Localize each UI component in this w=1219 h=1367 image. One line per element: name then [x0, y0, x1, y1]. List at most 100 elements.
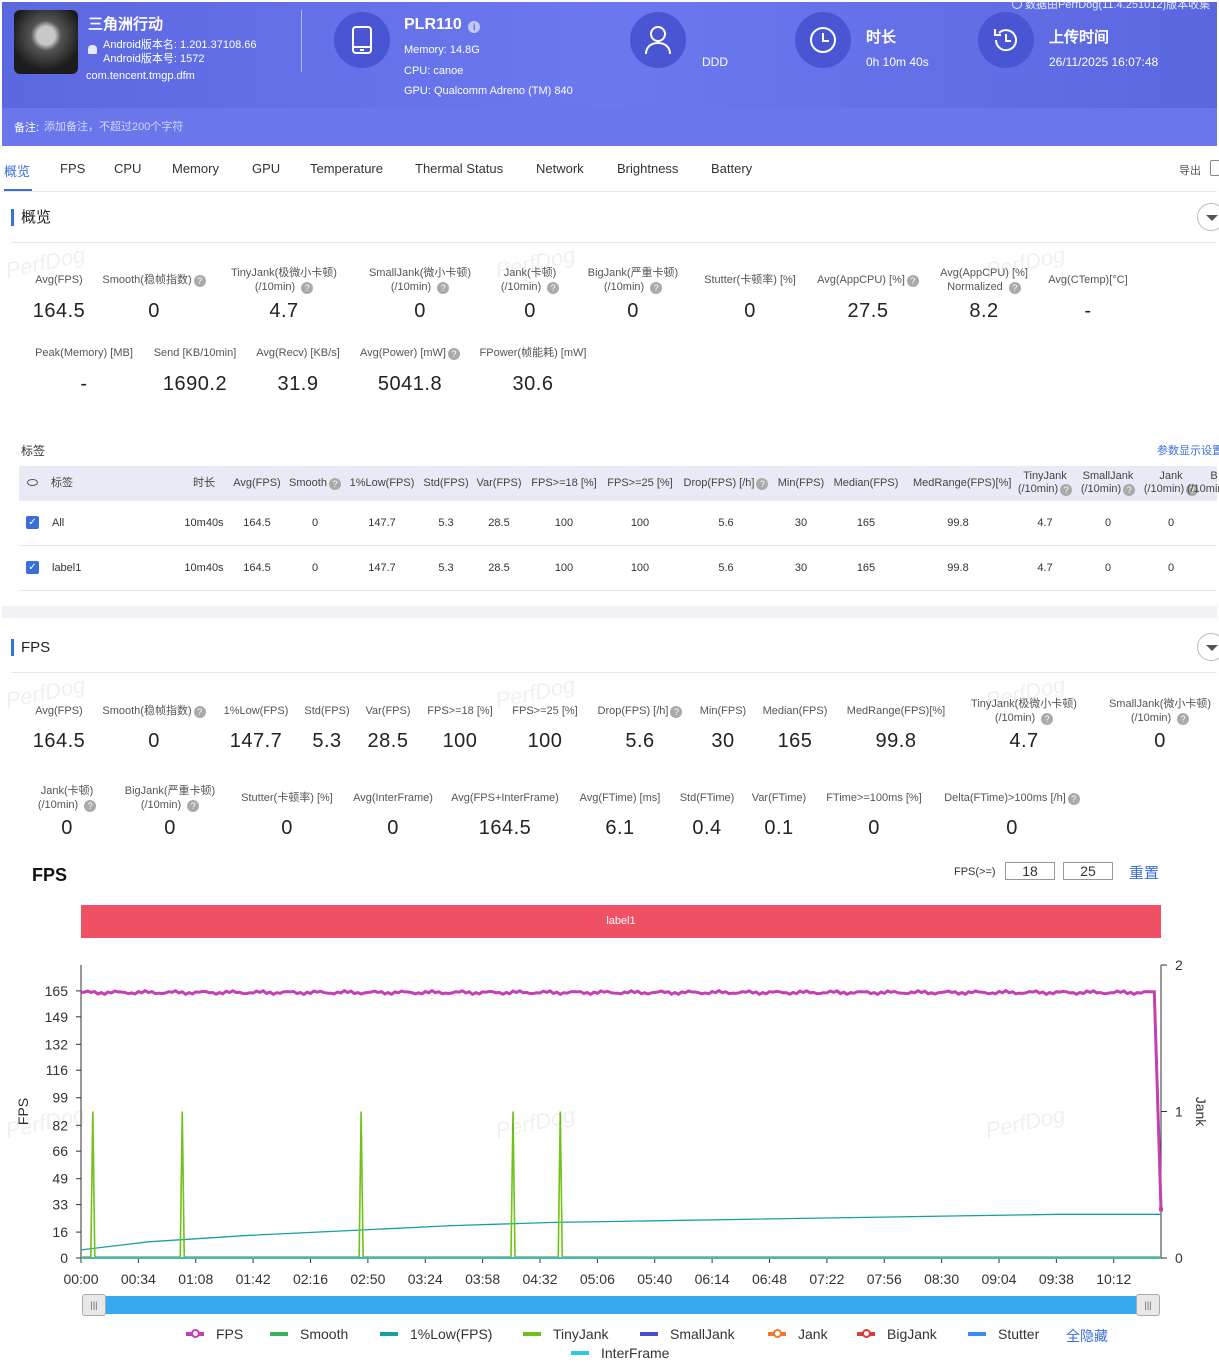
legend-item[interactable]: InterFrame	[571, 1345, 669, 1361]
tab-cpu[interactable]: CPU	[114, 161, 142, 176]
metric-label: Var(FTime)	[689, 791, 869, 805]
help-icon[interactable]: ?	[906, 275, 919, 287]
legend-item[interactable]: Jank	[768, 1326, 828, 1342]
note-input[interactable]	[44, 117, 544, 137]
table-column-header[interactable]: Median(FPS)	[821, 477, 911, 490]
help-icon[interactable]: ?	[301, 282, 314, 294]
fps-threshold-2-input[interactable]: 25	[1063, 862, 1113, 880]
help-icon[interactable]: ?	[193, 706, 206, 718]
reset-button[interactable]: 重置	[1129, 865, 1160, 882]
legend-item[interactable]: SmallJank	[640, 1326, 735, 1342]
column-header-text: Var(FPS)	[476, 477, 522, 489]
tab-brightness[interactable]: Brightness	[617, 161, 679, 176]
chart-range-slider[interactable]	[82, 1296, 1160, 1314]
range-right-handle[interactable]: |||	[1136, 1294, 1160, 1316]
label-bar[interactable]: label1	[81, 905, 1161, 938]
metric-value: 164.5	[32, 300, 86, 322]
param-settings-link[interactable]: 参数显示设置	[1157, 445, 1219, 457]
table-column-header[interactable]: 标签	[51, 477, 111, 490]
table-cell: 4.7	[1037, 517, 1053, 529]
tab-network[interactable]: Network	[536, 161, 584, 176]
help-icon[interactable]: ?	[1008, 282, 1021, 294]
metric-label-text: SmallJank(微小卡顿)	[368, 267, 472, 279]
metric-label-text: FPS>=18 [%]	[427, 705, 493, 717]
help-icon[interactable]: ?	[756, 478, 769, 490]
user-name: DDD	[702, 55, 728, 69]
table-column-header[interactable]: B(/10min)?	[1179, 470, 1219, 496]
legend-item[interactable]: Stutter	[968, 1326, 1039, 1342]
x-tick-label: 03:24	[408, 1271, 443, 1287]
metric-label: Avg(FPS+InterFrame)	[415, 791, 595, 805]
row-checkbox[interactable]: ✓	[26, 561, 39, 574]
duration-value: 0h 10m 40s	[866, 55, 929, 69]
tab-memory[interactable]: Memory	[172, 161, 219, 176]
table-column-header[interactable]: Min(FPS)	[756, 477, 846, 490]
help-icon[interactable]: ?	[1123, 484, 1136, 496]
help-icon[interactable]: ?	[193, 275, 206, 287]
table-column-header[interactable]: 时长	[159, 477, 249, 490]
table-column-header[interactable]: Smooth?	[270, 477, 360, 490]
eye-icon[interactable]	[27, 479, 38, 486]
metric-label-text: Avg(FPS)	[35, 705, 83, 717]
table-column-header[interactable]: TinyJank (/10min)?	[1010, 470, 1080, 496]
fps-chart[interactable]: 0 16 33 49 66 82 99 116 132 149 165 0 1 2 00:00 00:34 01…	[0, 950, 1219, 1325]
help-icon[interactable]: ?	[1177, 713, 1190, 725]
metric-label: Smooth(稳帧指数)?	[64, 704, 244, 718]
legend-swatch	[640, 1332, 658, 1336]
range-left-handle[interactable]: |||	[82, 1294, 106, 1316]
help-icon[interactable]: ?	[187, 800, 200, 812]
help-icon[interactable]: ?	[547, 282, 560, 294]
table-column-header[interactable]: Drop(FPS) [/h]?	[681, 477, 771, 490]
device-cpu: CPU: canoe	[404, 65, 464, 77]
help-icon[interactable]: ?	[328, 478, 341, 490]
help-icon[interactable]: ?	[1060, 484, 1073, 496]
help-icon[interactable]: ?	[84, 800, 97, 812]
column-header-text: FPS>=25 [%]	[607, 477, 673, 489]
y2-tick-label: 0	[1175, 1250, 1183, 1266]
help-icon[interactable]: ?	[1041, 713, 1054, 725]
hide-all-button[interactable]: 全隐藏	[1066, 1328, 1108, 1344]
legend-item[interactable]: TinyJank	[523, 1326, 609, 1342]
table-column-header[interactable]: 1%Low(FPS)	[337, 477, 427, 490]
table-column-header[interactable]: SmallJank (/10min)?	[1073, 470, 1143, 496]
metric-value: 0	[627, 300, 639, 322]
legend-item[interactable]: FPS	[186, 1326, 243, 1342]
metric-value: 147.7	[229, 730, 283, 752]
tab-gpu[interactable]: GPU	[252, 161, 281, 176]
help-icon[interactable]: ?	[670, 706, 683, 718]
legend-swatch	[270, 1332, 288, 1336]
legend-item[interactable]: Smooth	[270, 1326, 348, 1342]
table-column-header[interactable]: Avg(FPS)	[212, 477, 302, 490]
legend-item[interactable]: BigJank	[857, 1326, 937, 1342]
table-column-header[interactable]: Var(FPS)	[454, 477, 544, 490]
tab-battery[interactable]: Battery	[711, 161, 753, 176]
history-icon	[978, 12, 1034, 68]
legend-item[interactable]: 1%Low(FPS)	[380, 1326, 492, 1342]
fps-collapse-button[interactable]	[1197, 633, 1219, 661]
help-icon[interactable]: ?	[650, 282, 663, 294]
device-info-icon[interactable]: i	[468, 21, 481, 33]
table-column-header[interactable]: Std(FPS)	[401, 477, 491, 490]
row-checkbox[interactable]: ✓	[26, 516, 39, 529]
table-column-header[interactable]: MedRange(FPS)[%]	[913, 477, 1011, 490]
help-icon[interactable]: ?	[1186, 484, 1199, 496]
tab-fps[interactable]: FPS	[60, 161, 86, 176]
table-column-header[interactable]: Jank (/10min)?	[1136, 470, 1206, 496]
table-column-header[interactable]: FPS>=25 [%]	[595, 477, 685, 490]
legend-label: BigJank	[887, 1326, 937, 1342]
metric-value: 8.2	[969, 300, 999, 322]
column-header-text: 1%Low(FPS)	[349, 477, 415, 489]
overview-collapse-button[interactable]	[1197, 203, 1219, 231]
tab-overview[interactable]: 概览	[4, 164, 31, 179]
export-button[interactable]: 导出	[1179, 165, 1201, 177]
help-icon[interactable]: ?	[437, 282, 450, 294]
metric-value: 0	[524, 300, 536, 322]
table-column-header[interactable]: FPS>=18 [%]	[519, 477, 609, 490]
help-icon[interactable]: ?	[447, 348, 460, 360]
help-icon[interactable]: ?	[1067, 793, 1080, 805]
tab-temperature[interactable]: Temperature	[310, 161, 383, 176]
table-row-divider	[19, 545, 1217, 546]
tab-thermal-status[interactable]: Thermal Status	[415, 161, 504, 176]
fps-threshold-1-input[interactable]: 18	[1005, 862, 1055, 880]
export-icon[interactable]	[1210, 160, 1219, 176]
